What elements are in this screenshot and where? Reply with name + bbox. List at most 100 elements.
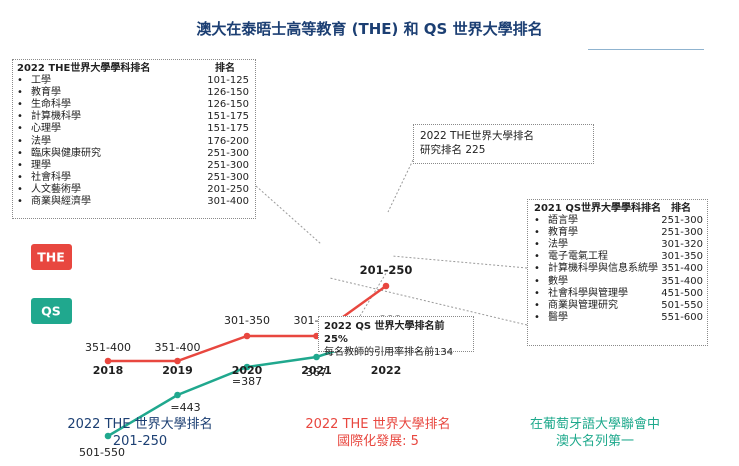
the-data-label: 351-400 (85, 341, 131, 354)
qs-subject-rank: 501-550 (661, 299, 703, 311)
the-data-label: 201-250 (360, 263, 413, 277)
x-tick-label: 2018 (93, 364, 124, 377)
qs-data-label: =443 (170, 401, 200, 414)
series-badge-the (31, 244, 72, 270)
qs-subject-name: 商業與管理研究 (534, 300, 618, 312)
the-list-item: 商業與經濟學 301-400 (17, 196, 249, 208)
qs-subject-name: 電子電氣工程 (534, 251, 608, 263)
the-list-item: 人文藝術學 201-250 (17, 184, 249, 196)
the-subject-rank: 176-200 (207, 135, 249, 147)
qs-point (104, 432, 112, 440)
the-list-item: 工學 101-125 (17, 75, 249, 87)
the-point (382, 282, 390, 290)
footer-mid-line2: 國際化發展: 5 (337, 434, 419, 449)
qs-list-item: 教育學 251-300 (534, 227, 703, 239)
qs-subject-rank: 351-400 (661, 275, 703, 287)
qs-subject-name: 語言學 (534, 215, 578, 227)
footer-right-line1: 在葡萄牙語大學聯會中 (529, 417, 660, 432)
the-data-label: 301-350 (224, 314, 270, 327)
qs-point (243, 363, 251, 371)
qs-subject-rank: 351-400 (661, 263, 703, 275)
the-research-note: 2022 THE世界大學排名 研究排名 225 (413, 124, 594, 164)
the-subject-name: 心理學 (17, 123, 61, 135)
the-box-rank-header: 排名 (215, 63, 235, 74)
footer-left-line1: 2022 THE 世界大學排名 (67, 417, 213, 432)
the-subject-name: 社會科學 (17, 172, 71, 184)
qs-subject-ranking-box: 2021 QS世界大學學科排名 排名 語言學251-300教育學251-300法… (527, 199, 708, 346)
footer-mid-line1: 2022 THE 世界大學排名 (305, 417, 451, 432)
qs-subject-name: 社會科學與管理學 (534, 288, 628, 300)
the-subject-rank: 151-175 (207, 123, 249, 135)
qs-subject-name: 教育學 (534, 227, 578, 239)
series-badge-qs (31, 298, 72, 324)
the-subject-ranking-box: 2022 THE世界大學學科排名 排名 工學101-125教育學126-150生… (12, 59, 256, 219)
the-subject-rank: 251-300 (207, 147, 249, 159)
qs-list-item: 數學 351-400 (534, 276, 703, 288)
x-tick-label: 2021 (301, 364, 332, 377)
qs-list-item: 語言學 251-300 (534, 215, 703, 227)
the-subject-name: 工學 (17, 75, 51, 87)
the-box-list: 工學 101-125 教育學 126-150 生命科學 126-150 計算機科學 151-1… (17, 75, 249, 208)
title-rule (588, 49, 704, 50)
qs-box-header: 2021 QS世界大學學科排名 排名 (534, 203, 703, 215)
the-list-item: 理學 251-300 (17, 160, 249, 172)
footer-right-line2: 澳大名列第一 (555, 434, 634, 449)
the-list-item: 計算機科學 151-175 (17, 111, 249, 123)
qs-subject-name: 法學 (534, 239, 568, 251)
qs-subject-name: 數學 (534, 276, 568, 288)
footer-portuguese-universities: 在葡萄牙語大學聯會中 澳大名列第一 (505, 416, 685, 450)
footer-the-international: 2022 THE 世界大學排名 國際化發展: 5 (278, 416, 478, 450)
the-subject-rank: 251-300 (207, 171, 249, 183)
the-note-line2: 研究排名 225 (420, 144, 486, 156)
the-data-label: 351-400 (155, 341, 201, 354)
the-list-item: 心理學 151-175 (17, 123, 249, 135)
the-subject-name: 臨床與健康研究 (17, 148, 101, 160)
the-list-item: 臨床與健康研究 251-300 (17, 148, 249, 160)
the-subject-rank: 201-250 (207, 183, 249, 195)
qs-point (174, 391, 181, 399)
the-subject-name: 生命科學 (17, 99, 71, 111)
qs-subject-rank: 301-350 (661, 251, 703, 263)
the-subject-rank: 301-400 (207, 196, 249, 208)
qs-citation-note: 2022 QS 世界大學排名前25% 每名教師的引用率排名前134 (318, 316, 474, 358)
qs-note-line1: 2022 QS 世界大學排名前25% (324, 321, 445, 345)
callout-connectors (255, 159, 528, 326)
the-box-title: 2022 THE世界大學學科排名 (17, 63, 151, 74)
the-note-line1: 2022 THE世界大學排名 (420, 130, 535, 142)
the-point (243, 332, 251, 340)
connector-the-box (255, 185, 322, 245)
series-badge-label-qs: QS (41, 304, 61, 319)
connector-qs-note (359, 269, 389, 317)
qs-data-label: 501-550 (79, 446, 125, 459)
the-subject-rank: 251-300 (207, 159, 249, 171)
the-subject-name: 法學 (17, 136, 51, 148)
qs-list-item: 電子電氣工程 301-350 (534, 251, 703, 263)
the-subject-name: 人文藝術學 (17, 184, 81, 196)
the-subject-name: 理學 (17, 160, 51, 172)
the-list-item: 法學 176-200 (17, 136, 249, 148)
qs-list-item: 法學 301-320 (534, 239, 703, 251)
qs-subject-name: 醫學 (534, 312, 568, 324)
qs-list-item: 商業與管理研究 501-550 (534, 300, 703, 312)
the-subject-name: 商業與經濟學 (17, 196, 91, 208)
the-point (104, 357, 112, 365)
qs-data-label: =387 (232, 375, 262, 388)
qs-subject-rank: 301-320 (661, 239, 703, 251)
x-tick-label: 2019 (162, 364, 193, 377)
qs-subject-rank: 551-600 (661, 311, 703, 323)
footer-left-line2: 201-250 (112, 434, 168, 449)
the-subject-rank: 101-125 (207, 75, 249, 87)
the-list-item: 生命科學 126-150 (17, 99, 249, 111)
qs-point (313, 353, 320, 361)
qs-box-list: 語言學 251-300 教育學 251-300 法學 301-320 電子電氣工程 301-3… (534, 215, 703, 324)
qs-box-rank-header: 排名 (671, 203, 691, 214)
qs-data-label: 367 (306, 366, 327, 379)
connector-qs-box-a (391, 255, 528, 269)
the-subject-rank: 126-150 (207, 87, 249, 99)
connector-the-note (387, 159, 414, 213)
x-tick-label: 2020 (232, 364, 263, 377)
footer-the-overall: 2022 THE 世界大學排名 201-250 (50, 416, 230, 450)
